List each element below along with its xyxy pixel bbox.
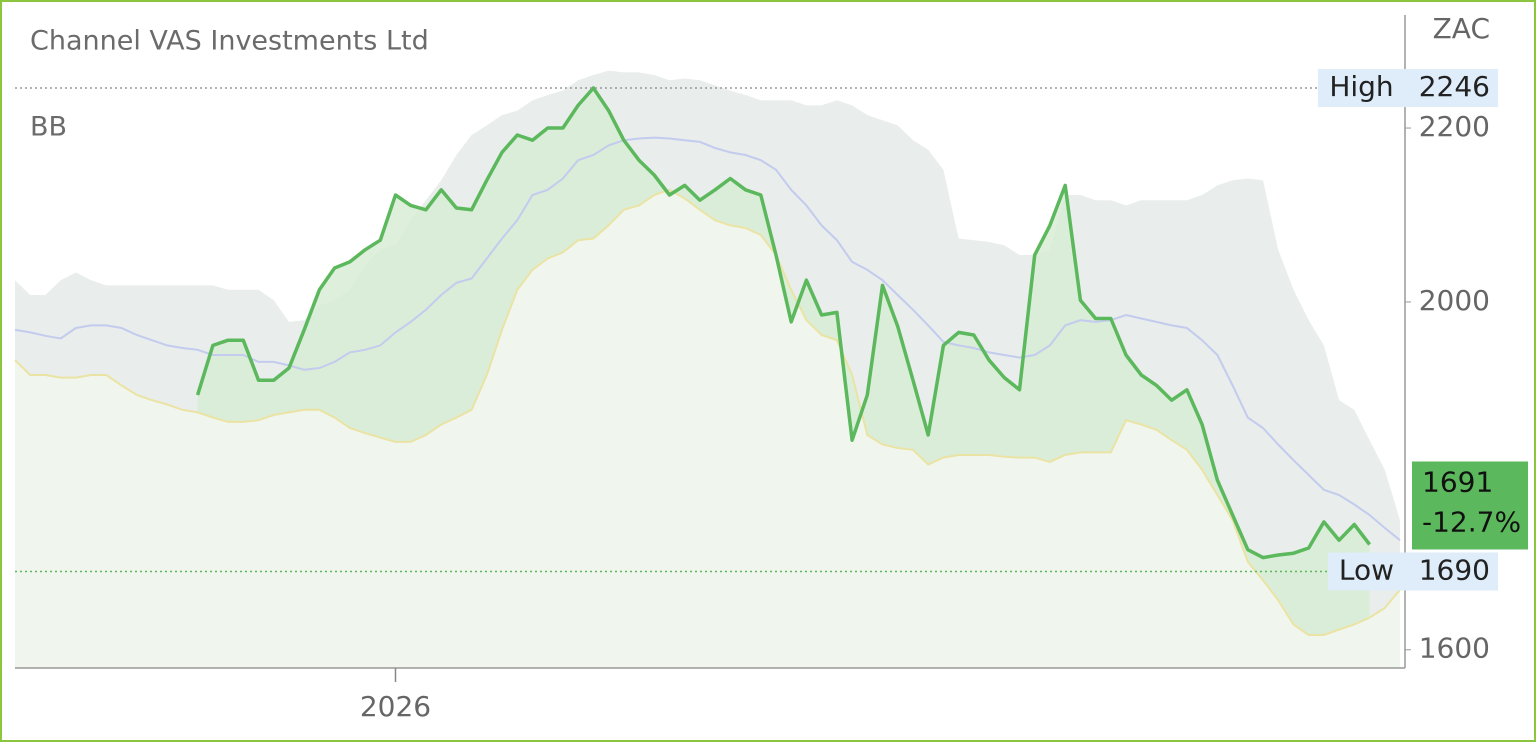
last-price-box [1412,461,1528,550]
high-value: 2246 [1419,70,1490,103]
high-box [1318,69,1498,108]
indicator-label: BB [30,112,67,143]
middle-band-line [14,136,1401,541]
y-tick-label: 2200 [1419,110,1490,143]
last-change: -12.7% [1422,505,1521,538]
low-value: 1690 [1419,553,1490,586]
last-price: 1691 [1422,465,1493,498]
y-tick-label: 1600 [1419,632,1490,665]
low-box [1328,552,1498,591]
y-tick-label: 2000 [1419,284,1490,317]
x-tick-label: 2026 [360,690,431,723]
lower-band-area [15,189,1400,669]
low-label: Low [1339,553,1394,586]
price-band-area [197,88,1370,635]
unit-label: ZAC [1433,12,1490,45]
high-label: High [1329,70,1393,103]
plot [14,70,1401,669]
price-line [195,86,1371,560]
lower-band-line [14,188,1401,636]
chart-title: Channel VAS Investments Ltd [30,26,429,57]
